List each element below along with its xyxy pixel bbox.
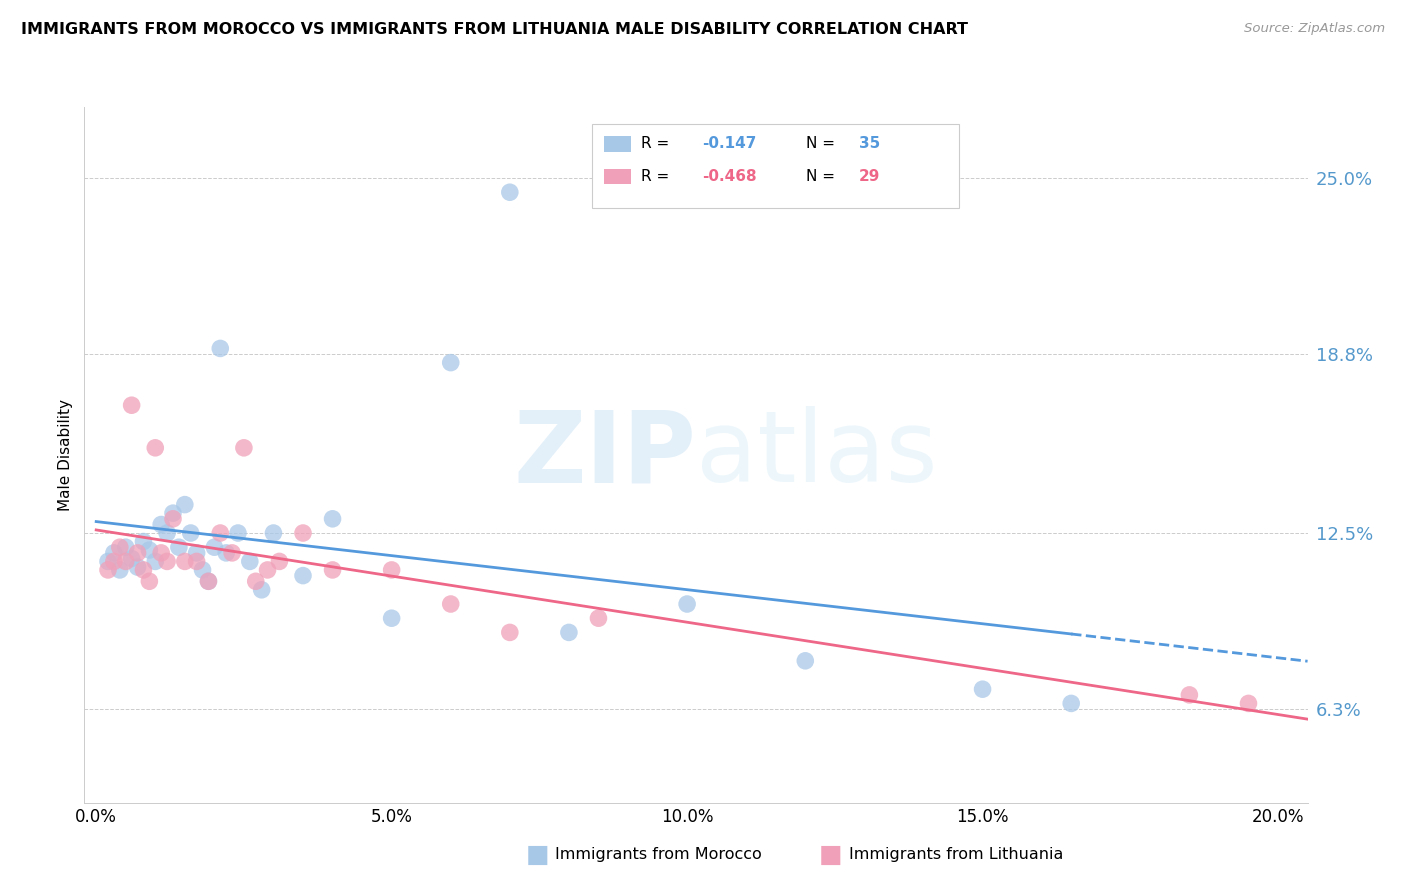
Point — [162, 512, 184, 526]
Point — [588, 611, 610, 625]
Point — [97, 563, 120, 577]
Point — [292, 568, 315, 582]
Point — [156, 554, 179, 568]
Point — [132, 563, 155, 577]
Text: Immigrants from Morocco: Immigrants from Morocco — [555, 847, 762, 863]
Point — [209, 342, 232, 356]
Point — [215, 546, 238, 560]
Point — [202, 540, 225, 554]
Point — [127, 546, 149, 560]
Point — [114, 540, 136, 554]
Point — [1060, 697, 1083, 711]
Point — [322, 563, 344, 577]
Text: 29: 29 — [859, 169, 880, 184]
Text: Immigrants from Lithuania: Immigrants from Lithuania — [849, 847, 1063, 863]
Point — [1178, 688, 1201, 702]
Point — [226, 526, 249, 541]
Point — [292, 526, 315, 541]
Point — [499, 625, 522, 640]
Point — [114, 554, 136, 568]
Point — [103, 554, 125, 568]
Text: 35: 35 — [859, 136, 880, 152]
Text: IMMIGRANTS FROM MOROCCO VS IMMIGRANTS FROM LITHUANIA MALE DISABILITY CORRELATION: IMMIGRANTS FROM MOROCCO VS IMMIGRANTS FR… — [21, 22, 969, 37]
Text: -0.147: -0.147 — [702, 136, 756, 152]
Point — [138, 574, 160, 589]
Point — [138, 543, 160, 558]
Text: ■: ■ — [820, 843, 842, 867]
Text: N =: N = — [806, 136, 839, 152]
Point — [191, 563, 214, 577]
Point — [558, 625, 581, 640]
Point — [322, 512, 344, 526]
Point — [143, 441, 166, 455]
Point — [262, 526, 284, 541]
Point — [97, 554, 120, 568]
Point — [173, 498, 195, 512]
Text: R =: R = — [641, 136, 673, 152]
Point — [150, 517, 173, 532]
Text: Source: ZipAtlas.com: Source: ZipAtlas.com — [1244, 22, 1385, 36]
Point — [108, 563, 131, 577]
Point — [197, 574, 219, 589]
Point — [499, 186, 522, 200]
Bar — [605, 169, 631, 185]
Point — [143, 554, 166, 568]
Point — [250, 582, 273, 597]
Point — [209, 526, 232, 541]
Point — [127, 560, 149, 574]
Point — [121, 398, 143, 412]
Point — [167, 540, 190, 554]
Bar — [605, 136, 631, 152]
Point — [121, 551, 143, 566]
Point — [156, 526, 179, 541]
Point — [239, 554, 262, 568]
Text: atlas: atlas — [696, 407, 938, 503]
Point — [132, 534, 155, 549]
Point — [180, 526, 202, 541]
Point — [162, 506, 184, 520]
Point — [103, 546, 125, 560]
Y-axis label: Male Disability: Male Disability — [58, 399, 73, 511]
Point — [108, 540, 131, 554]
Text: ZIP: ZIP — [513, 407, 696, 503]
Point — [269, 554, 291, 568]
Point — [150, 546, 173, 560]
FancyBboxPatch shape — [592, 124, 959, 208]
Point — [676, 597, 699, 611]
Point — [186, 546, 208, 560]
Point — [186, 554, 208, 568]
Point — [232, 441, 254, 455]
Point — [440, 597, 463, 611]
Point — [1237, 697, 1260, 711]
Text: N =: N = — [806, 169, 839, 184]
Point — [972, 682, 994, 697]
Text: R =: R = — [641, 169, 673, 184]
Point — [245, 574, 267, 589]
Text: ■: ■ — [526, 843, 550, 867]
Point — [221, 546, 243, 560]
Text: -0.468: -0.468 — [702, 169, 756, 184]
Point — [440, 356, 463, 370]
Point — [794, 654, 817, 668]
Point — [197, 574, 219, 589]
Point — [173, 554, 195, 568]
Point — [381, 611, 404, 625]
Point — [381, 563, 404, 577]
Point — [256, 563, 278, 577]
